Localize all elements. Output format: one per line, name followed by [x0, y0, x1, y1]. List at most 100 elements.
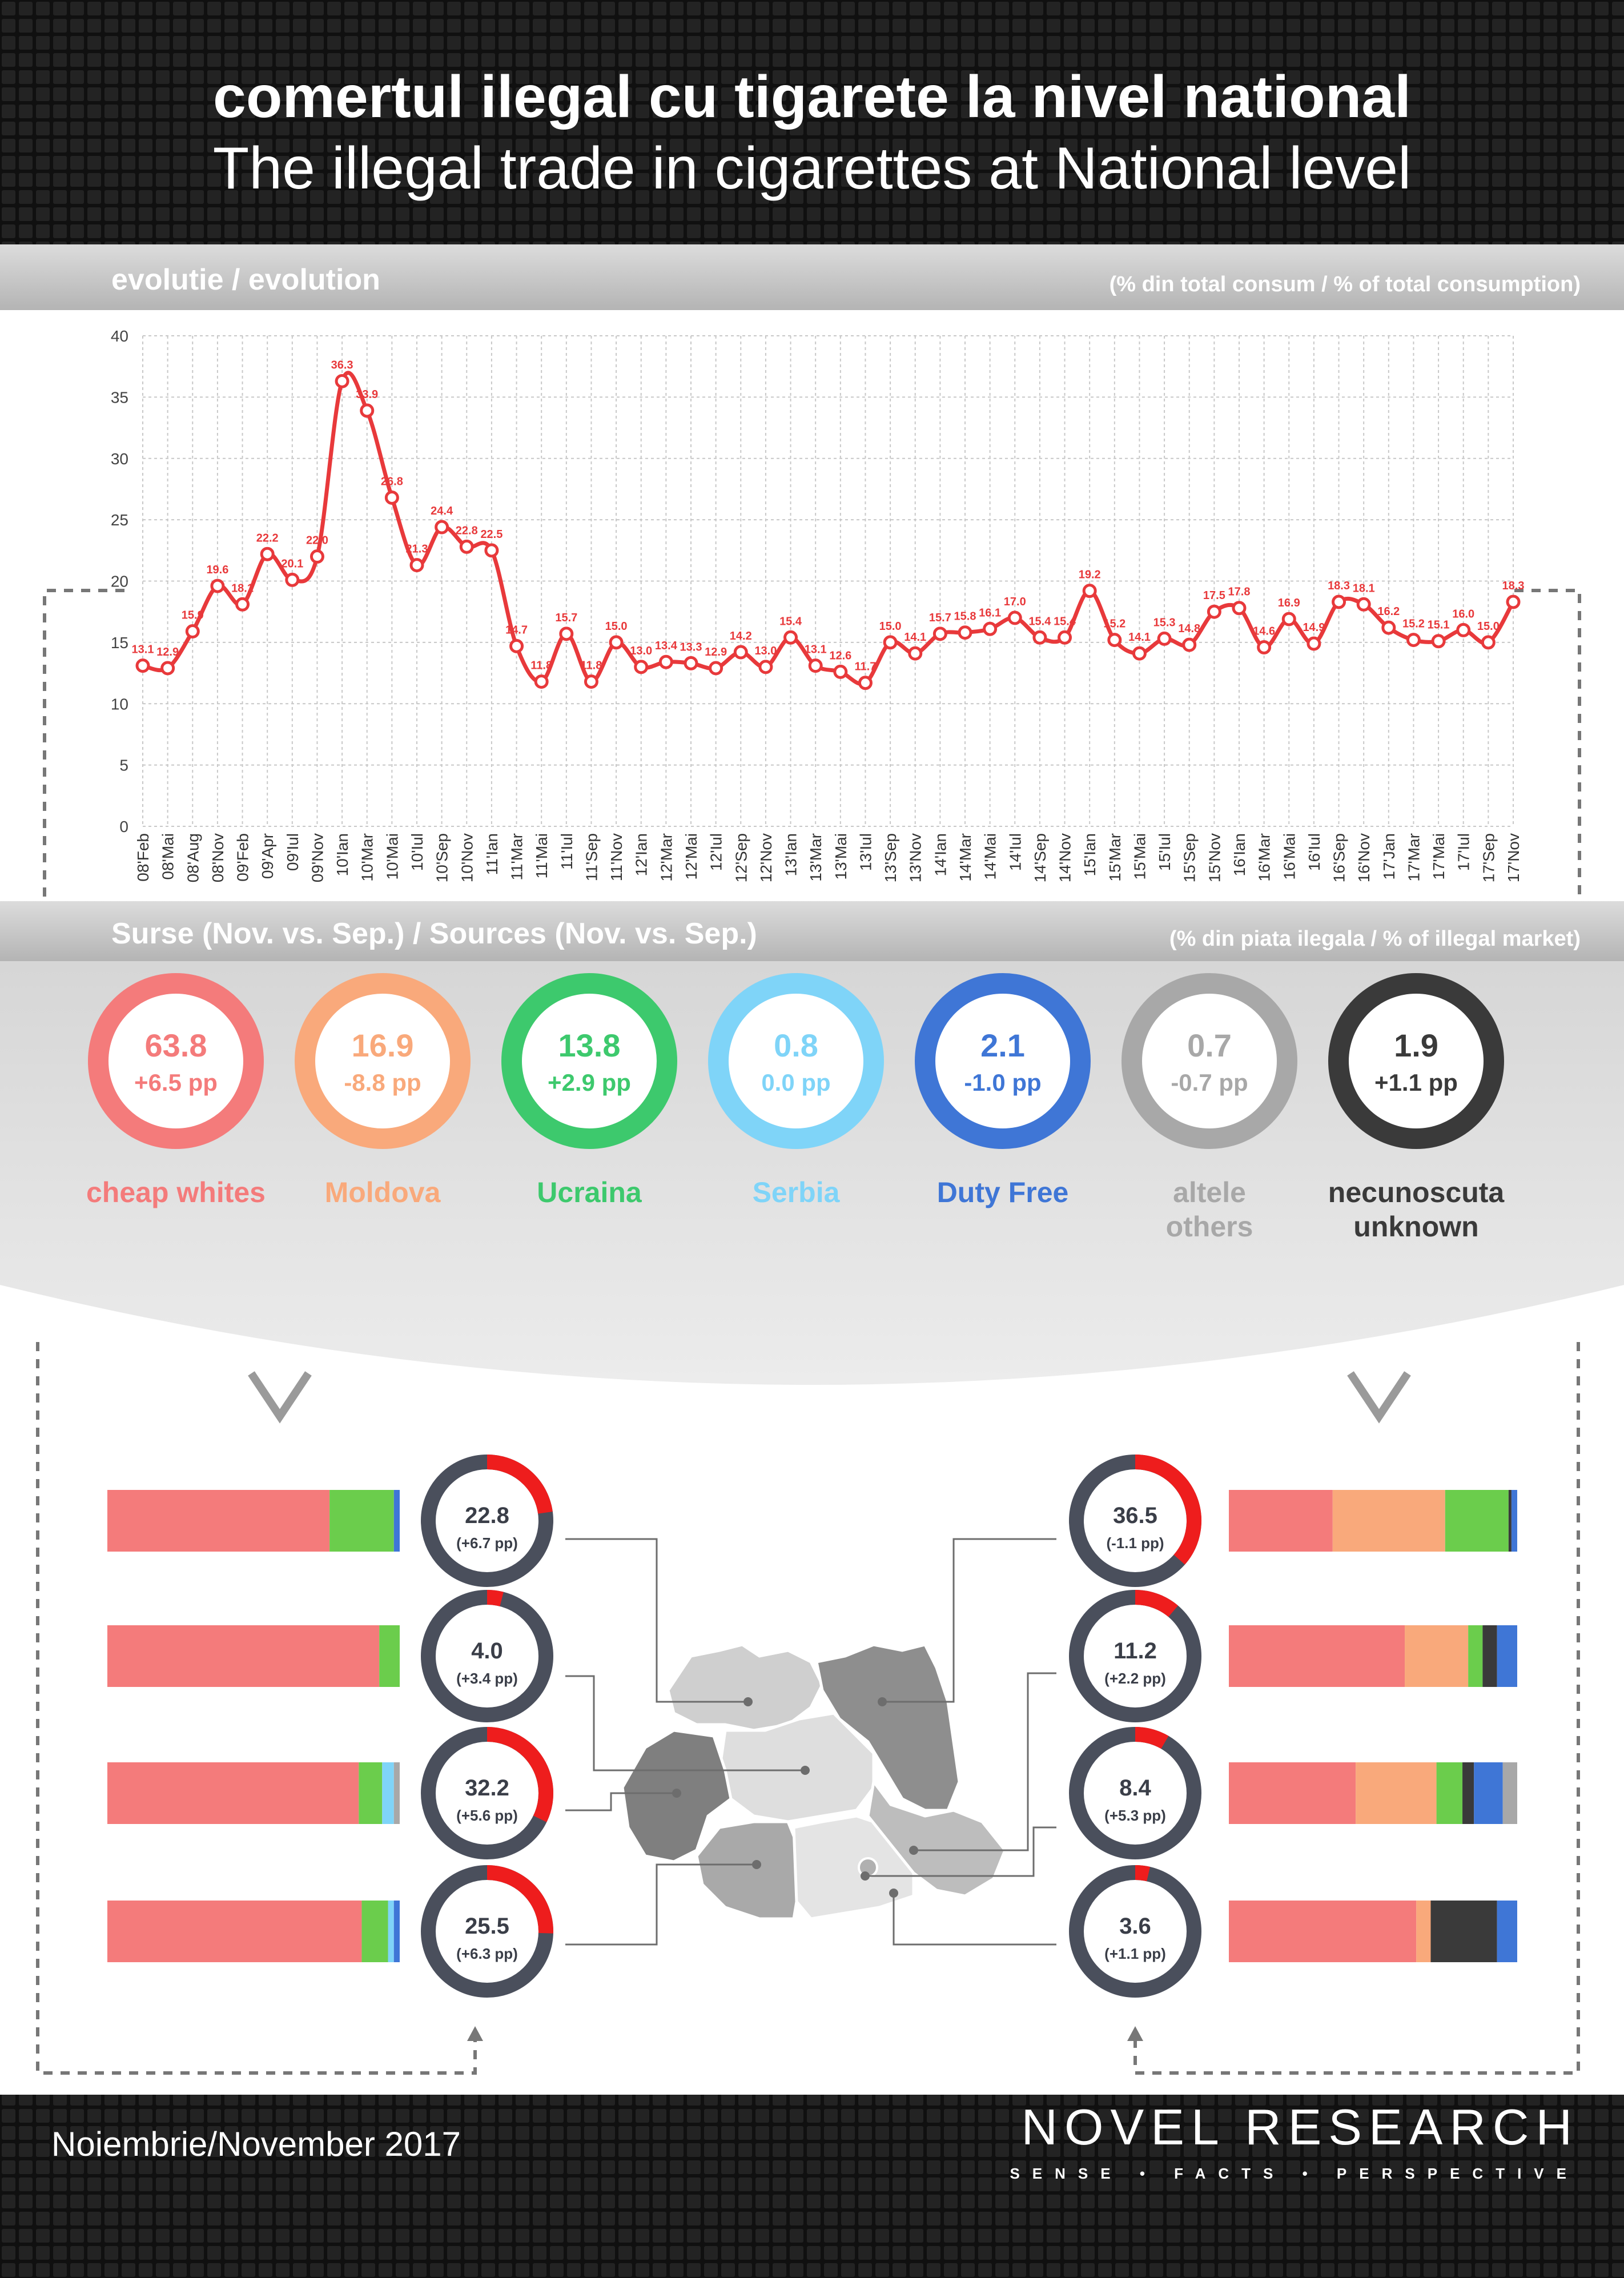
bar-segment [379, 1625, 400, 1687]
data-label: 15.2 [1402, 618, 1425, 630]
x-tick-label: 08'Mai [159, 833, 177, 880]
data-label: 17.5 [1203, 589, 1225, 602]
data-label: 17.8 [1228, 586, 1251, 598]
data-point [584, 674, 598, 689]
source-name: Serbia [753, 1176, 841, 1208]
x-tick-label: 14'Nov [1056, 833, 1074, 882]
source-ring [708, 973, 884, 1149]
source-value: 16.9 [352, 1027, 414, 1063]
data-point [1058, 630, 1072, 645]
bracket-right [1514, 589, 1581, 897]
region-sud-vest [695, 1820, 801, 1921]
connector-line [865, 1826, 1056, 1877]
source-change: +1.1 pp [1374, 1069, 1458, 1096]
data-label: 14.2 [730, 630, 752, 642]
bar-segment [329, 1490, 394, 1552]
brand-tagline: SENSE • FACTS • PERSPECTIVE [1010, 2165, 1579, 2182]
data-point [1257, 640, 1272, 654]
data-point [1431, 634, 1446, 649]
region-value: 11.2 [1114, 1638, 1157, 1664]
y-tick-label: 10 [111, 695, 128, 713]
region-row: 32.2 (+5.6 pp) [107, 1727, 553, 1859]
bar-segment [1436, 1762, 1463, 1824]
bar-segment [1508, 1490, 1512, 1552]
data-label: 11.8 [530, 660, 552, 672]
connector-line [565, 1538, 748, 1703]
connector-dot [889, 1889, 898, 1898]
bar-segment [1497, 1625, 1517, 1687]
source-name: Duty Free [937, 1176, 1069, 1208]
connector-dot [743, 1697, 753, 1706]
data-label: 14.9 [1303, 621, 1325, 634]
source-change: -8.8 pp [344, 1069, 421, 1096]
series-line [142, 371, 1516, 686]
data-point [509, 638, 524, 653]
bar-segment [361, 1901, 388, 1962]
region-nord-vest [666, 1643, 824, 1732]
data-point [1007, 610, 1022, 625]
source-change: -0.7 pp [1171, 1069, 1248, 1096]
data-point [733, 645, 748, 660]
connector-line [893, 1893, 1056, 1946]
region-change: (+1.1 pp) [1104, 1945, 1166, 1962]
data-point [210, 578, 225, 593]
data-point [1406, 633, 1421, 648]
data-point [983, 621, 998, 636]
data-label: 18.3 [1328, 580, 1350, 592]
x-tick-label: 10'Mar [359, 833, 376, 882]
x-tick-label: 12'Mai [682, 833, 700, 880]
bar-segment [1468, 1625, 1483, 1687]
region-change: (+5.6 pp) [456, 1807, 518, 1824]
data-point [235, 597, 250, 612]
y-tick-label: 15 [111, 634, 128, 652]
data-label: 15.2 [1103, 618, 1125, 630]
source-value: 0.8 [774, 1027, 818, 1063]
data-point [1207, 604, 1221, 619]
x-tick-label: 11'Sep [582, 833, 600, 881]
x-tick-label: 13'Mai [832, 833, 850, 880]
region-change: (-1.1 pp) [1106, 1534, 1164, 1552]
bar-segment [1229, 1625, 1405, 1687]
bar-segment [107, 1625, 380, 1687]
bar-segment [1356, 1762, 1437, 1824]
map-connectors [565, 1538, 1056, 1946]
x-tick-label: 15'Iul [1156, 833, 1173, 871]
source-ring [1328, 973, 1504, 1149]
y-tick-label: 35 [111, 388, 128, 406]
data-label: 11.7 [855, 661, 877, 673]
data-label: 13.3 [680, 641, 702, 653]
data-point [833, 664, 848, 679]
data-label: 16.0 [1452, 608, 1474, 620]
bar-segment [1482, 1625, 1497, 1687]
bar-segment [1229, 1762, 1356, 1824]
connector-dot [878, 1697, 887, 1706]
x-tick-label: 10'Ian [333, 833, 351, 876]
region-donut-share [487, 1590, 504, 1606]
bar-segment [1502, 1762, 1517, 1824]
source-item: 63.8 +6.5 pp cheap whites [86, 973, 266, 1208]
data-label: 22.8 [456, 524, 478, 537]
bar-segment [1416, 1901, 1431, 1962]
region-row: 11.2 (+2.2 pp) [1069, 1590, 1517, 1722]
bar-segment [1229, 1901, 1417, 1962]
x-tick-label: 15'Sep [1181, 833, 1199, 882]
data-point [435, 520, 449, 535]
region-row: 8.4 (+5.3 pp) [1069, 1727, 1517, 1859]
data-point [634, 660, 649, 674]
data-label: 20.1 [281, 557, 303, 570]
data-label: 18.3 [1502, 580, 1525, 592]
connector-dot [909, 1846, 918, 1855]
x-tick-label: 12'Iul [708, 833, 725, 871]
data-label: 15.8 [954, 610, 976, 623]
y-tick-label: 25 [111, 511, 128, 529]
region-sud [792, 1814, 915, 1921]
source-ring [915, 973, 1091, 1149]
footer-date: Noiembrie/November 2017 [51, 2125, 461, 2163]
x-tick-label: 15'Nov [1205, 833, 1223, 882]
y-tick-label: 30 [111, 450, 128, 468]
evolution-chart: 0 5 10 15 20 25 30 35 40 08'Feb 08'Mai 08'Aug 08'Nov… [111, 327, 1525, 882]
bar-segment [382, 1762, 394, 1824]
